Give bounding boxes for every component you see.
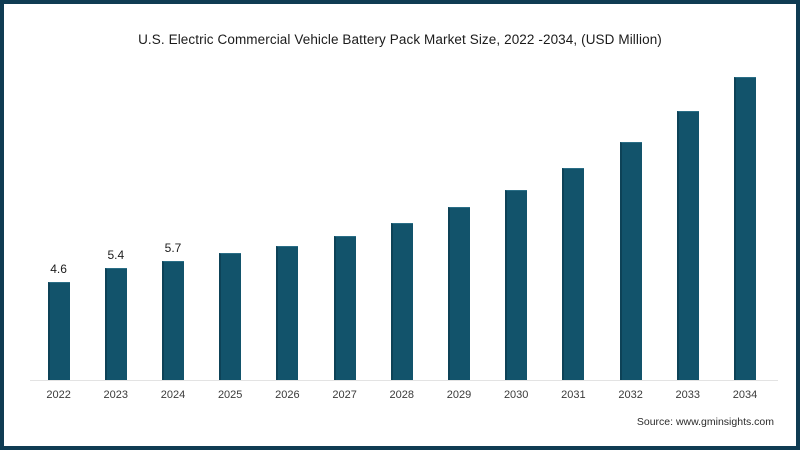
x-axis-tick-label: 2026 [275, 389, 300, 401]
x-axis-tick-label: 2032 [618, 389, 643, 401]
x-axis-tick-label: 2028 [389, 389, 415, 401]
chart-title: U.S. Electric Commercial Vehicle Battery… [138, 32, 662, 47]
x-axis-tick-label: 2025 [217, 389, 243, 401]
bar-slot [602, 70, 659, 380]
source-attribution: Source: www.gminsights.com [636, 416, 774, 428]
bar[interactable] [161, 261, 184, 380]
bar[interactable] [562, 168, 585, 380]
bar-slot: 4.6 [30, 70, 87, 380]
bar[interactable] [447, 207, 470, 380]
x-axis-tick-label: 2027 [332, 389, 357, 401]
bar-value-label: 5.7 [164, 241, 182, 255]
bar-value-label: 5.4 [107, 248, 125, 262]
bar-slot [545, 70, 602, 380]
bar[interactable] [733, 77, 756, 380]
x-axis-tick-label: 2029 [446, 389, 472, 401]
x-axis-tick-label: 2034 [732, 389, 758, 401]
bar-slot [430, 70, 487, 380]
bar-slot [373, 70, 430, 380]
bar[interactable] [390, 223, 413, 380]
bar[interactable] [333, 236, 356, 380]
bar-slot [259, 70, 316, 380]
bar[interactable] [505, 190, 528, 380]
bar-slot: 5.4 [87, 70, 144, 380]
x-axis-tick-label: 2033 [675, 389, 701, 401]
x-axis-tick-label: 2024 [160, 389, 186, 401]
bar[interactable] [47, 282, 70, 380]
x-axis-tick-label: 2030 [503, 389, 529, 401]
bar-slot [659, 70, 716, 380]
chart-canvas: U.S. Electric Commercial Vehicle Battery… [4, 4, 796, 446]
bar-slot [716, 70, 773, 380]
x-axis-labels: 2022 2023 2024 2025 2026 2027 2028 2029 2030 2031… [30, 389, 782, 409]
bar-slot: 5.7 [144, 70, 201, 380]
bar-slot [202, 70, 259, 380]
bar-series: 4.6 5.4 5.7 [30, 70, 782, 380]
x-axis-tick-label: 2031 [561, 389, 586, 401]
bar[interactable] [676, 111, 699, 380]
bar[interactable] [619, 142, 642, 380]
bar[interactable] [276, 246, 299, 380]
x-axis-tick-label: 2022 [46, 389, 71, 401]
bar-slot [488, 70, 545, 380]
bar-slot [316, 70, 373, 380]
bar[interactable] [219, 253, 242, 380]
bar-value-label: 4.6 [50, 262, 67, 276]
x-axis-tick-label: 2023 [103, 389, 129, 401]
bar[interactable] [104, 268, 127, 380]
x-axis-baseline [30, 380, 778, 381]
